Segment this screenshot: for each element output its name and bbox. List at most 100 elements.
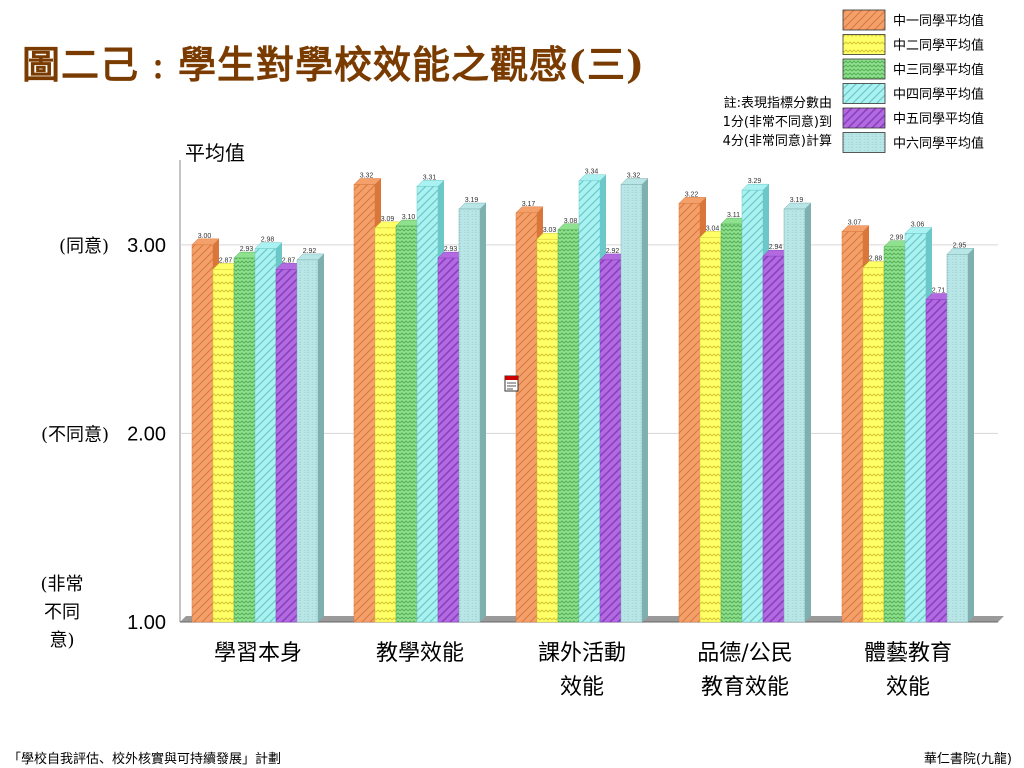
bar-side <box>480 203 486 622</box>
data-label: 3.09 <box>381 216 395 223</box>
legend-label: 中四同學平均值 <box>893 87 984 103</box>
legend-item: 中二同學平均值 <box>842 34 984 55</box>
bar-front <box>416 186 439 623</box>
bar-front <box>374 227 397 623</box>
bar-front <box>191 244 214 623</box>
data-label: 3.19 <box>465 197 479 204</box>
data-label: 2.93 <box>444 246 458 253</box>
x-category-label: 教學效能 <box>376 641 464 666</box>
data-label: 2.71 <box>932 288 946 295</box>
bar: 3.32 <box>620 173 649 623</box>
bar: 3.19 <box>458 197 487 623</box>
legend-swatch <box>842 58 886 80</box>
y-tick-desc: (同意) <box>59 236 109 257</box>
data-label: 3.07 <box>848 220 862 227</box>
bar-front <box>946 254 969 623</box>
data-label: 3.32 <box>360 173 374 180</box>
bar: 2.95 <box>946 242 975 623</box>
legend-label: 中六同學平均值 <box>893 136 984 152</box>
data-label: 2.98 <box>261 237 275 244</box>
y-tick-label: 1.00 <box>127 612 166 634</box>
data-label: 3.22 <box>685 191 699 198</box>
bar-front <box>233 257 256 623</box>
x-category-label: 效能 <box>560 675 604 700</box>
bar-side <box>318 253 324 622</box>
data-label: 2.94 <box>769 244 783 251</box>
data-label: 3.19 <box>790 197 804 204</box>
bar-front <box>458 208 481 623</box>
data-label: 2.87 <box>219 257 233 264</box>
bar-front <box>741 189 764 623</box>
data-label: 3.11 <box>727 212 740 219</box>
bar-side <box>805 203 811 622</box>
y-tick-label: 2.00 <box>127 423 166 445</box>
legend-label: 中二同學平均值 <box>893 38 984 54</box>
footer-school: 華仁書院(九龍) <box>923 752 1012 767</box>
x-category-label: 效能 <box>886 675 930 700</box>
legend-item: 中三同學平均值 <box>842 58 984 80</box>
bar-front <box>599 259 622 623</box>
y-tick-desc: (不同意) <box>41 424 109 445</box>
scale-note: 註:表現指標分數由 1分(非常不同意)到 4分(非常同意)計算 <box>660 94 832 151</box>
data-label: 3.08 <box>564 218 578 225</box>
bar-front <box>353 184 376 623</box>
legend-swatch <box>842 34 886 55</box>
legend-swatch <box>842 83 886 104</box>
legend-swatch <box>842 9 886 31</box>
bar-front <box>904 233 927 623</box>
x-category-label: 教育效能 <box>701 675 789 700</box>
bar-front <box>275 269 298 623</box>
legend-label: 中五同學平均值 <box>893 111 984 127</box>
legend-swatch <box>842 107 886 129</box>
data-label: 2.99 <box>890 235 904 242</box>
x-category-label: 課外活動 <box>538 641 626 666</box>
bar-front <box>254 248 277 623</box>
bar-front <box>862 267 885 623</box>
data-label: 3.10 <box>402 214 416 221</box>
bar-front <box>437 257 460 623</box>
legend-swatch <box>842 132 886 153</box>
footer-project: 「學校自我評估、校外核實與可持續發展」計劃 <box>8 752 282 767</box>
scale-note-line: 1分(非常不同意)到 <box>722 115 832 130</box>
data-label: 3.17 <box>522 201 536 208</box>
bar-front <box>296 259 319 623</box>
x-category-label: 品德/公民 <box>697 641 792 666</box>
data-label: 3.00 <box>198 233 212 240</box>
y-tick-label: 3.00 <box>127 235 166 257</box>
bar-front <box>678 203 701 623</box>
x-category-label: 體藝教育 <box>864 641 952 666</box>
y-tick-desc: 不同 <box>44 602 80 623</box>
data-label: 3.34 <box>585 169 599 176</box>
bar-front <box>883 246 906 623</box>
legend-label: 中一同學平均值 <box>893 13 984 29</box>
bar-front <box>395 225 418 623</box>
scale-note-line: 註:表現指標分數由 <box>723 96 832 111</box>
data-label: 2.87 <box>282 257 296 264</box>
x-category-label: 學習本身 <box>214 641 302 666</box>
scale-note-line: 4分(非常同意)計算 <box>722 134 832 149</box>
bar-front <box>762 255 785 623</box>
data-label: 3.31 <box>423 174 437 181</box>
bar-front <box>699 237 722 623</box>
data-label: 2.92 <box>606 248 620 255</box>
y-tick-desc: (非常 <box>40 574 83 595</box>
data-label: 3.04 <box>706 225 720 232</box>
legend-item: 中六同學平均值 <box>842 132 984 153</box>
data-label: 2.95 <box>953 242 967 249</box>
bar-front <box>925 299 948 623</box>
data-label: 3.06 <box>911 222 925 229</box>
bar-front <box>536 238 559 623</box>
data-label: 3.32 <box>627 173 641 180</box>
data-label: 2.88 <box>869 255 883 262</box>
legend-item: 中一同學平均值 <box>842 9 984 31</box>
bar-side <box>968 248 974 623</box>
document-icon[interactable] <box>504 375 520 393</box>
bar-front <box>212 269 235 623</box>
bar-front <box>620 184 643 623</box>
bar-front <box>578 180 601 623</box>
legend-item: 中四同學平均值 <box>842 83 984 104</box>
bar-front <box>783 208 806 623</box>
bar: 3.19 <box>783 197 812 623</box>
